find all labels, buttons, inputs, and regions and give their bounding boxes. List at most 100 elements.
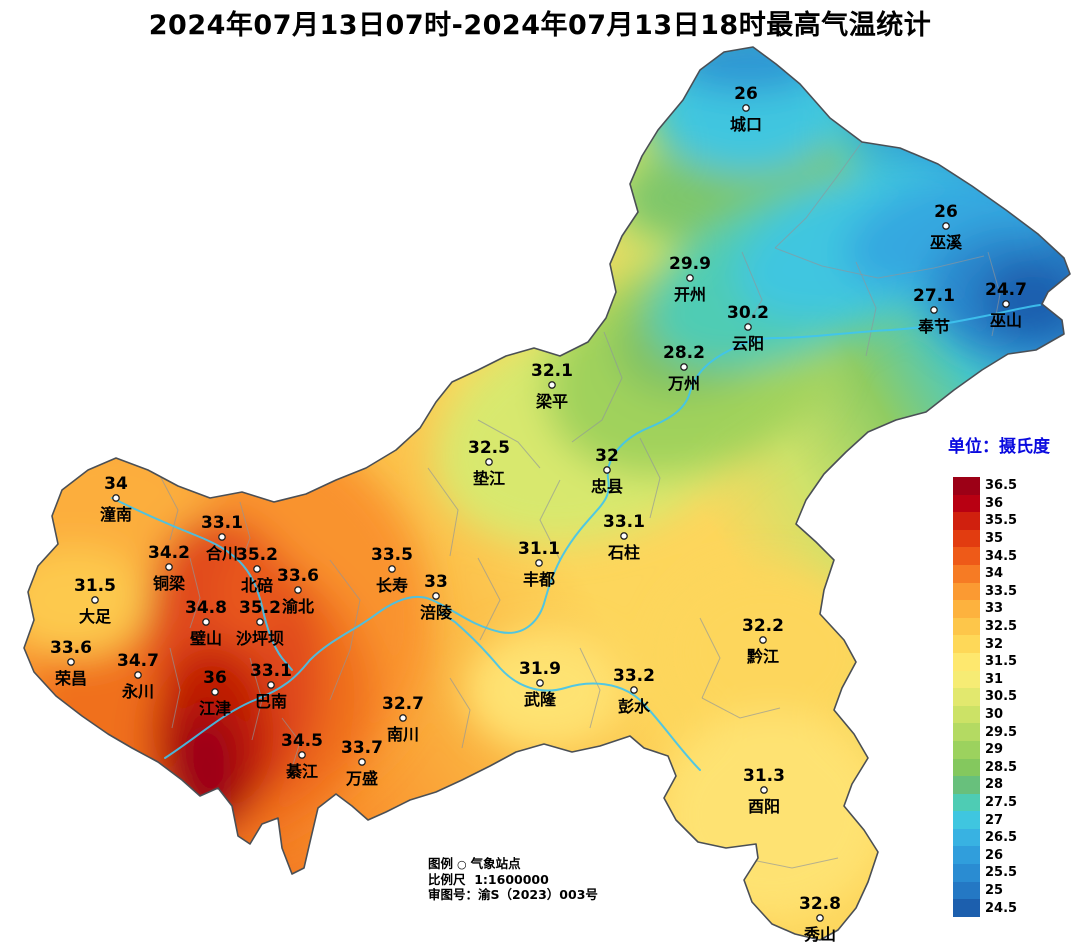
station-temp-value: 35.2 — [239, 598, 281, 618]
colorbar-swatch — [953, 828, 980, 847]
colorbar-tick-label: 33 — [985, 601, 1004, 617]
colorbar-tick-label: 35 — [985, 531, 1004, 547]
colorbar-row: 34.5 — [953, 547, 1017, 565]
temperature-colorbar: 36.5 36 35.5 35 34.5 34 33.5 33 32.5 32 31.5 31 30.5… — [953, 477, 1017, 917]
station-group: 35.2 北碚 — [236, 545, 278, 595]
colorbar-tick-label: 32 — [985, 636, 1004, 652]
station-group: 34.2 铜梁 — [148, 543, 190, 593]
station-marker-dot — [67, 658, 75, 666]
colorbar-tick-label: 30 — [985, 707, 1004, 723]
station-marker-dot — [680, 363, 688, 371]
station-marker-dot — [630, 686, 638, 694]
station-group: 33.1 合川 — [201, 513, 243, 563]
colorbar-row: 27 — [953, 811, 1017, 829]
approval-note-line: 审图号：渝S（2023）003号 — [428, 887, 598, 902]
colorbar-row: 29.5 — [953, 723, 1017, 741]
colorbar-tick-label: 32.5 — [985, 619, 1018, 635]
station-marker-dot — [218, 533, 226, 541]
station-temp-value: 31.1 — [518, 539, 560, 559]
station-marker-dot — [1002, 300, 1010, 308]
colorbar-swatch — [953, 529, 980, 548]
station-name-label: 北碚 — [241, 576, 273, 595]
colorbar-swatch — [953, 494, 980, 513]
colorbar-swatch — [953, 547, 980, 565]
station-name-label: 石柱 — [607, 543, 640, 562]
station-marker-dot — [253, 565, 261, 573]
colorbar-row: 36.5 — [953, 477, 1017, 495]
station-temp-value: 27.1 — [913, 286, 955, 306]
station-temp-value: 32.1 — [531, 361, 573, 381]
station-marker-dot — [686, 274, 694, 282]
station-name-label: 巫山 — [990, 311, 1022, 330]
colorbar-tick-label: 34.5 — [985, 548, 1018, 564]
station-group: 33.5 长寿 — [371, 545, 413, 595]
station-name-label: 彭水 — [618, 697, 651, 716]
station-marker-dot — [202, 618, 210, 626]
station-name-label: 丰都 — [523, 570, 555, 589]
colorbar-tick-label: 26.5 — [985, 830, 1018, 846]
station-group: 35.2 沙坪坝 — [236, 598, 284, 648]
station-marker-dot — [267, 681, 275, 689]
station-group: 32 忠县 — [591, 446, 623, 496]
station-temp-value: 34.2 — [148, 543, 190, 563]
colorbar-tick-label: 34 — [985, 566, 1004, 582]
station-group: 32.1 梁平 — [531, 361, 573, 411]
temperature-field-blobs — [24, 47, 1070, 920]
station-temp-value: 26 — [734, 84, 758, 104]
colorbar-swatch — [953, 846, 980, 865]
station-group: 32.2 黔江 — [742, 616, 784, 666]
colorbar-swatch — [953, 793, 980, 812]
colorbar-swatch — [953, 740, 980, 759]
station-temp-value: 33 — [424, 572, 448, 592]
station-group: 33.6 荣昌 — [50, 638, 92, 688]
station-group: 34 潼南 — [100, 474, 132, 524]
station-group: 33.7 万盛 — [341, 738, 383, 788]
station-marker-dot — [388, 565, 396, 573]
station-temp-value: 31.3 — [743, 766, 785, 786]
station-marker-dot — [134, 671, 142, 679]
colorbar-row: 35 — [953, 529, 1017, 548]
station-group: 31.3 酉阳 — [743, 766, 785, 816]
colorbar-tick-label: 27 — [985, 812, 1004, 828]
colorbar-row: 28 — [953, 776, 1017, 794]
map-footnotes: 图例 ○ 气象站点 比例尺 1:1600000 审图号：渝S（2023）003号 — [428, 856, 598, 902]
station-temp-value: 33.1 — [201, 513, 243, 533]
station-name-label: 万州 — [667, 374, 700, 393]
colorbar-swatch — [953, 705, 980, 724]
colorbar-row: 30.5 — [953, 688, 1017, 706]
station-name-label: 綦江 — [285, 762, 318, 781]
station-group: 33.1 石柱 — [603, 512, 645, 562]
colorbar-swatch — [953, 617, 980, 636]
station-group: 27.1 奉节 — [913, 286, 955, 336]
station-name-label: 渝北 — [282, 597, 314, 616]
station-name-label: 江津 — [199, 699, 231, 718]
legend-note-line: 图例 ○ 气象站点 — [428, 856, 598, 872]
jialing-river — [111, 497, 293, 671]
station-group: 34.7 永川 — [117, 651, 159, 701]
colorbar-tick-label: 36.5 — [985, 478, 1018, 494]
station-name-label: 开州 — [674, 285, 706, 304]
station-marker-dot — [620, 532, 628, 540]
station-group: 30.2 云阳 — [727, 303, 769, 353]
station-temp-value: 33.1 — [250, 661, 292, 681]
station-point-icon: ○ — [457, 858, 467, 871]
station-group: 31.9 武隆 — [519, 659, 561, 709]
station-name-label: 铜梁 — [153, 574, 186, 593]
colorbar-tick-label: 24.5 — [985, 900, 1018, 916]
station-name-label: 涪陵 — [420, 603, 453, 622]
station-marker-dot — [942, 222, 950, 230]
station-name-label: 忠县 — [591, 477, 623, 496]
station-temp-value: 31.9 — [519, 659, 561, 679]
colorbar-row: 36 — [953, 494, 1017, 513]
colorbar-swatch — [953, 881, 980, 900]
colorbar-swatch — [953, 512, 980, 530]
colorbar-tick-label: 36 — [985, 495, 1004, 511]
scale-word: 比例尺 — [428, 872, 466, 887]
station-group: 33.2 彭水 — [613, 666, 655, 716]
colorbar-tick-label: 28.5 — [985, 759, 1018, 775]
station-marker-dot — [548, 381, 556, 389]
station-name-label: 长寿 — [376, 576, 408, 595]
station-name-label: 城口 — [730, 115, 762, 134]
district-boundaries — [157, 141, 1001, 869]
station-name-label: 云阳 — [732, 334, 764, 353]
